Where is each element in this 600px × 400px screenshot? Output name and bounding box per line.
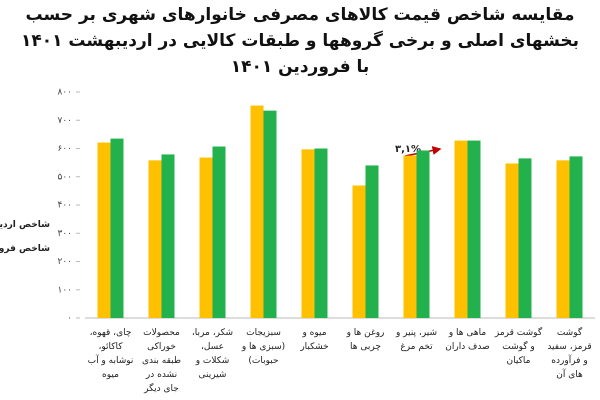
bar: [352, 185, 366, 318]
bar: [403, 155, 417, 318]
y-tick-label: ۸۰۰: [57, 88, 72, 98]
bar: [212, 146, 226, 318]
annotation: ۳,۱%: [395, 144, 421, 155]
bar: [556, 160, 570, 318]
bar: [199, 157, 213, 318]
y-tick-label: ۰: [67, 314, 72, 324]
bar: [97, 142, 111, 318]
y-tick-label: ۱۰۰: [57, 285, 72, 295]
x-tick-label: شیر، پنیر و تخم مرغ: [395, 328, 438, 352]
y-tick-label: ۵۰۰: [57, 172, 72, 182]
legend-entry: شاخص اردیبهشت: [0, 220, 50, 230]
bar: [263, 110, 277, 319]
bar: [518, 158, 532, 318]
bar: [416, 150, 430, 318]
x-tick-label: شکر، مربا، عسل، شکلات و شیرینی: [191, 328, 234, 380]
y-tick-label: ۷۰۰: [57, 116, 72, 126]
y-tick-label: ۶۰۰: [57, 144, 72, 154]
x-tick-label: محصولات خوراکی طبقه بندی نشده در جای دیگ…: [141, 328, 182, 394]
x-tick-label: گوشت قرمز، سفید و فرآورده های آن: [547, 328, 592, 380]
y-tick-label: ۴۰۰: [57, 201, 72, 211]
x-tick-label: ماهی ها و صدف داران: [445, 328, 490, 352]
x-tick-label: چای، قهوه، کاکائو، نوشابه و آب میوه: [87, 328, 134, 380]
bar: [365, 165, 379, 318]
x-tick-label: میوه و خشکبار: [300, 328, 329, 352]
bar: [314, 148, 328, 318]
bar: [148, 160, 162, 318]
chart-title: مقایسه شاخص قیمت کالاهای مصرفی خانوارهای…: [20, 5, 580, 77]
bar: [161, 154, 175, 318]
x-tick-label: گوشت قرمز و گوشت ماکیان: [494, 328, 543, 366]
bar: [301, 149, 315, 318]
x-tick-label: روغن ها و چربی ها: [346, 328, 385, 352]
bar: [250, 105, 264, 318]
bar: [569, 156, 583, 318]
bar: [110, 138, 124, 318]
bar: [505, 163, 519, 318]
legend-entry: شاخص فروردین: [0, 244, 50, 254]
bar: [467, 140, 481, 318]
bar: [454, 140, 468, 318]
y-tick-label: ۳۰۰: [57, 229, 72, 239]
y-tick-label: ۲۰۰: [57, 257, 72, 267]
x-tick-label: سبزیجات (سبزی ها و حبوبات): [241, 328, 286, 366]
